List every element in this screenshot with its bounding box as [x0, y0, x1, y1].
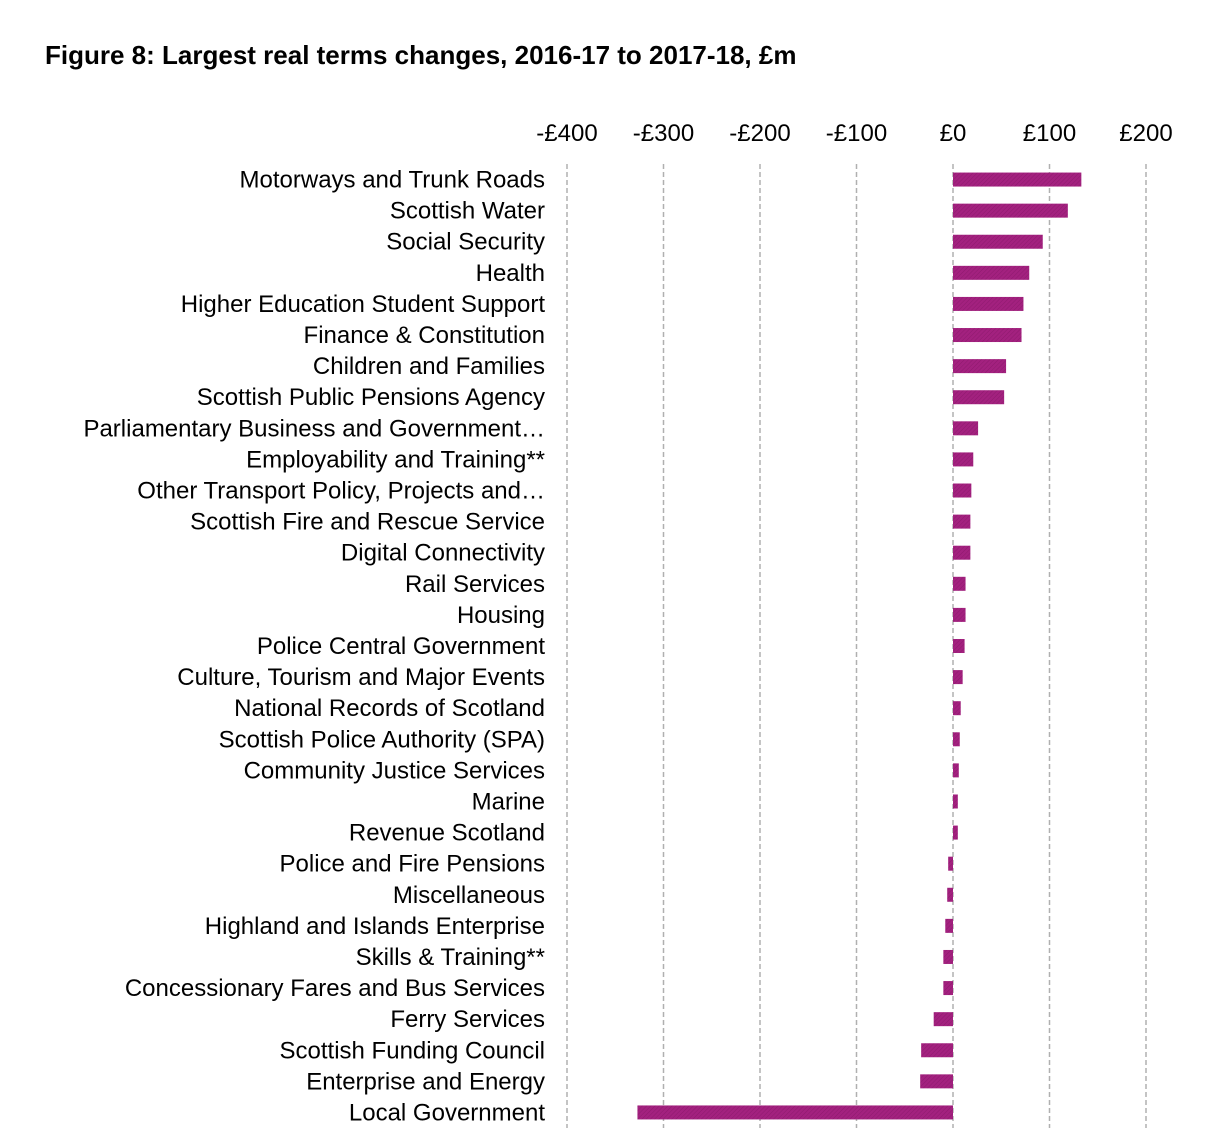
bar: [945, 918, 953, 933]
category-label: Police Central Government: [257, 633, 545, 660]
category-label: Social Security: [386, 229, 545, 256]
category-label: Culture, Tourism and Major Events: [177, 664, 545, 691]
category-label: Children and Families: [313, 353, 545, 380]
bar: [953, 390, 1005, 405]
category-label: Ferry Services: [390, 1006, 545, 1033]
x-tick-label: £100: [1023, 120, 1076, 147]
bar: [947, 887, 953, 902]
chart-title: Figure 8: Largest real terms changes, 20…: [45, 40, 797, 70]
bar: [953, 172, 1082, 187]
bar: [953, 794, 958, 809]
category-label: Higher Education Student Support: [181, 291, 546, 318]
x-tick-label: -£100: [826, 120, 887, 147]
category-label: Finance & Constitution: [304, 322, 545, 349]
category-label: National Records of Scotland: [234, 695, 545, 722]
bar: [943, 981, 953, 996]
category-label: Local Government: [349, 1099, 545, 1126]
category-label: Scottish Fire and Rescue Service: [190, 509, 545, 536]
x-tick-label: -£200: [729, 120, 790, 147]
category-label: Marine: [472, 788, 545, 815]
bar: [953, 514, 971, 529]
bar: [637, 1105, 953, 1120]
category-label: Housing: [457, 602, 545, 629]
bar: [953, 483, 972, 498]
bar: [953, 763, 959, 778]
bar: [953, 825, 958, 840]
bar: [921, 1043, 953, 1058]
bar: [943, 949, 953, 964]
category-label: Digital Connectivity: [341, 540, 545, 567]
category-label: Scottish Public Pensions Agency: [197, 384, 545, 411]
category-label: Scottish Water: [390, 198, 545, 225]
bar: [953, 701, 961, 716]
bar: [953, 203, 1068, 218]
category-label: Revenue Scotland: [349, 820, 545, 847]
bar: [953, 421, 979, 436]
bar: [948, 856, 953, 871]
category-label: Police and Fire Pensions: [280, 851, 545, 878]
bar: [953, 265, 1030, 280]
category-label: Other Transport Policy, Projects and…: [137, 478, 545, 505]
bar: [920, 1074, 953, 1089]
category-label: Miscellaneous: [393, 882, 545, 909]
x-tick-label: £200: [1119, 120, 1172, 147]
bar: [933, 1012, 953, 1027]
category-label: Employability and Training**: [246, 446, 545, 473]
bar: [953, 545, 971, 560]
bar: [953, 359, 1007, 374]
x-tick-label: £0: [940, 120, 967, 147]
category-label: Highland and Islands Enterprise: [205, 913, 545, 940]
category-label: Scottish Funding Council: [280, 1037, 545, 1064]
bar: [953, 732, 960, 747]
category-label: Concessionary Fares and Bus Services: [125, 975, 545, 1002]
bar: [953, 452, 974, 467]
bar: [953, 576, 966, 591]
category-label: Parliamentary Business and Government…: [83, 415, 545, 442]
bar: [953, 234, 1043, 249]
bar: [953, 296, 1024, 311]
category-label: Enterprise and Energy: [306, 1068, 545, 1095]
x-tick-label: -£400: [536, 120, 597, 147]
category-label: Health: [476, 260, 545, 287]
bar: [953, 607, 966, 622]
x-tick-label: -£300: [633, 120, 694, 147]
category-label: Scottish Police Authority (SPA): [219, 726, 545, 753]
bar: [953, 639, 965, 653]
category-label: Community Justice Services: [244, 757, 545, 784]
category-label: Motorways and Trunk Roads: [240, 167, 545, 194]
category-label: Skills & Training**: [356, 944, 545, 971]
bar: [953, 328, 1022, 343]
bar: [953, 670, 963, 685]
category-label: Rail Services: [405, 571, 545, 598]
